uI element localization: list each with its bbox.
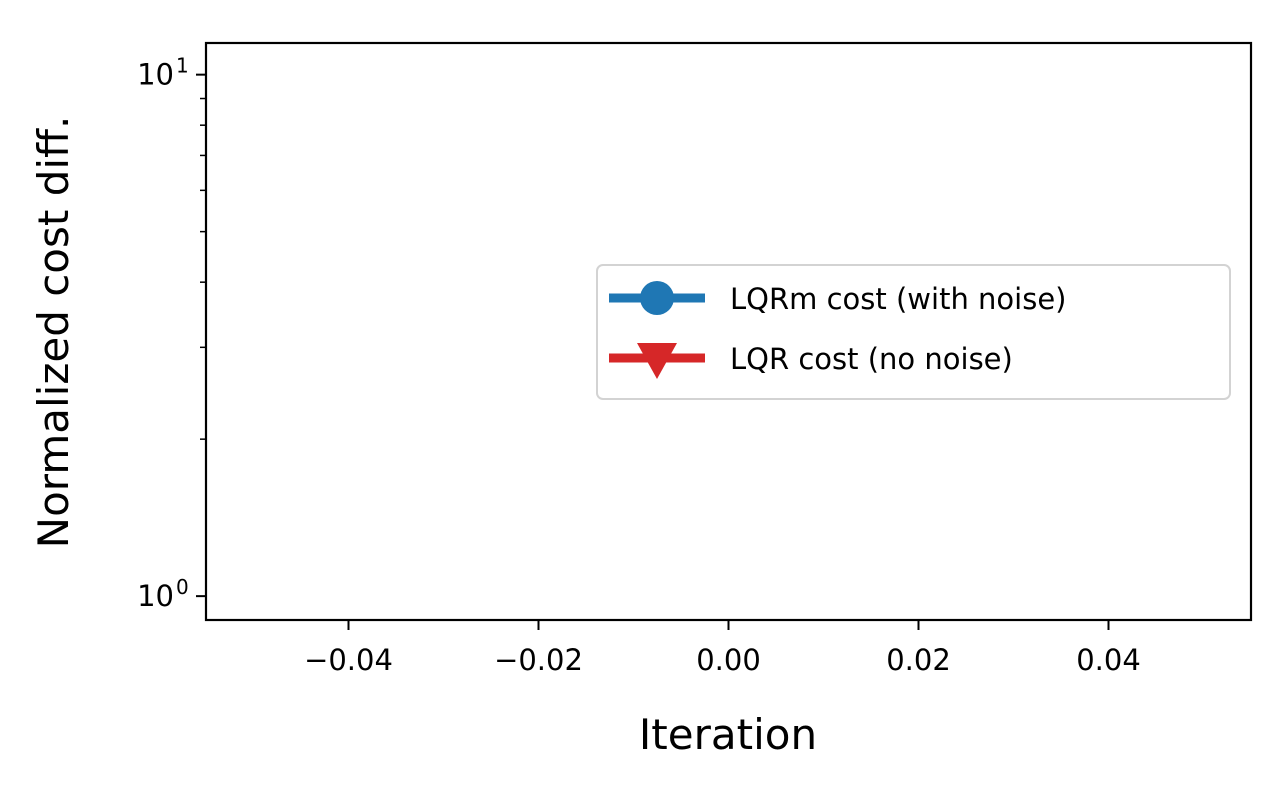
y-tick-label: 10 xyxy=(137,58,174,92)
legend-frame xyxy=(596,264,1231,400)
y-tick-base: 10 xyxy=(137,579,174,613)
x-axis-label: Iteration xyxy=(639,710,817,759)
legend-label-lqrm: LQRm cost (with noise) xyxy=(730,282,1067,316)
y-tick-exponent: 1 xyxy=(176,54,189,78)
y-axis-label: Normalized cost diff. xyxy=(29,116,78,549)
legend-marker-lqrm xyxy=(640,281,674,315)
legend-marker-lqr xyxy=(637,343,677,379)
y-tick-label: 10 xyxy=(137,579,174,613)
y-tick-base: 10 xyxy=(137,58,174,92)
x-tick-label: 0.04 xyxy=(1076,643,1141,677)
x-ticks: −0.04 −0.02 0.00 0.02 0.04 xyxy=(304,620,1141,677)
legend: LQRm cost (with noise) LQR cost (no nois… xyxy=(596,264,1231,400)
legend-label-lqr: LQR cost (no noise) xyxy=(730,342,1013,376)
x-tick-label: 0.00 xyxy=(696,643,761,677)
x-tick-label: −0.04 xyxy=(304,643,393,677)
x-tick-label: −0.02 xyxy=(494,643,583,677)
x-tick-label: 0.02 xyxy=(886,643,951,677)
plot-area-frame xyxy=(204,41,1253,622)
y-tick-exponent: 0 xyxy=(176,575,189,599)
